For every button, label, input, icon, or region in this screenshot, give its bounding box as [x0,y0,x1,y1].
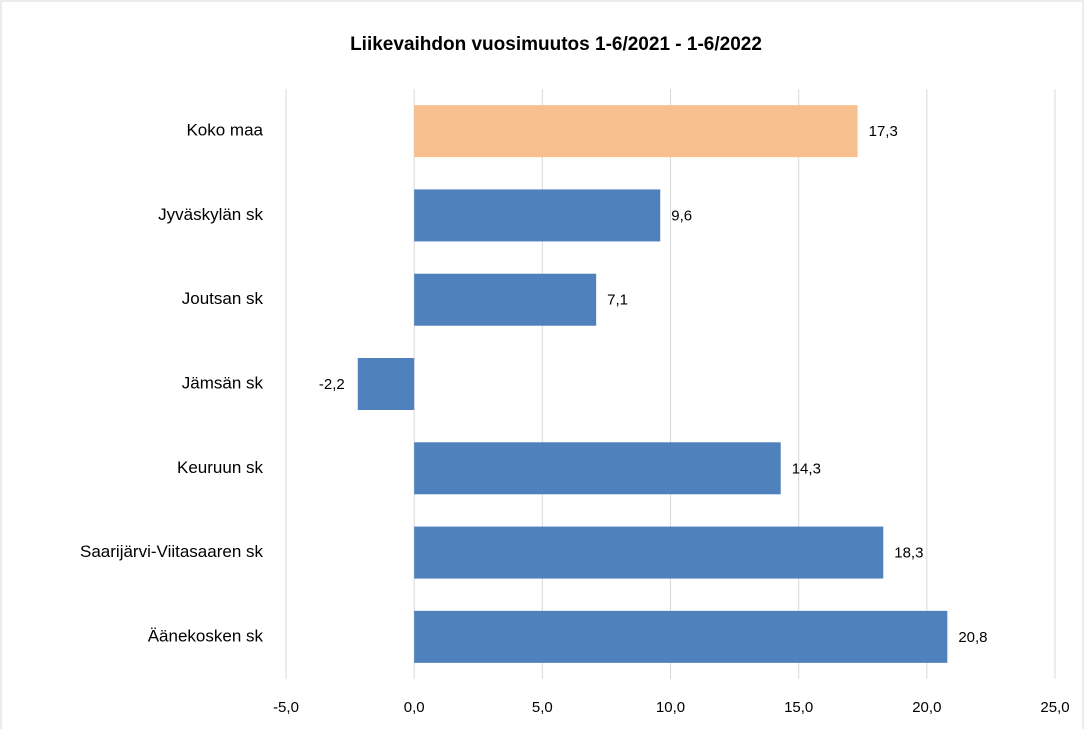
value-label: 20,8 [958,629,987,646]
bar [414,273,597,326]
bar [414,105,858,158]
y-tick-label: Koko maa [186,121,263,140]
bar [414,189,661,242]
value-label: -2,2 [319,376,345,393]
y-tick-label: Saarijärvi-Viitasaaren sk [80,542,263,561]
value-label: 17,3 [869,123,898,140]
x-tick-label: 25,0 [1040,699,1069,716]
y-tick-label: Joutsan sk [182,289,264,308]
bar [414,610,948,663]
x-tick-label: 0,0 [404,699,425,716]
bar [357,358,415,410]
chart-title: Liikevaihdon vuosimuutos 1-6/2021 - 1-6/… [350,34,762,55]
value-label: 7,1 [607,292,628,309]
x-tick-label: 15,0 [784,699,813,716]
y-tick-label: Jämsän sk [182,373,264,392]
value-label: 18,3 [894,545,923,562]
y-tick-label: Jyväskylän sk [158,205,263,224]
x-tick-label: 20,0 [912,699,941,716]
y-tick-label: Äänekosken sk [148,626,264,645]
bar [414,442,781,495]
x-tick-label: 5,0 [532,699,553,716]
value-label: 9,6 [671,207,692,224]
value-label: 14,3 [792,460,821,477]
bar [414,526,884,579]
x-tick-label: -5,0 [273,699,299,716]
x-tick-label: 10,0 [656,699,685,716]
y-tick-label: Keuruun sk [177,458,263,477]
